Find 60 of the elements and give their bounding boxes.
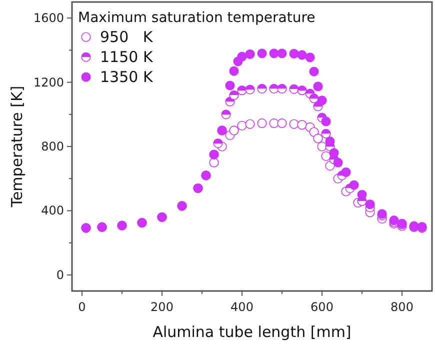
point [277,118,287,128]
point [269,118,279,128]
x-tick-label: 400 [230,300,254,314]
y-tick-label: 0 [56,268,64,282]
point [269,84,279,94]
point [245,119,255,129]
point [305,52,315,62]
y-tick-label: 1600 [33,11,64,26]
point [229,90,239,100]
point [229,126,239,136]
point [333,158,343,168]
y-tick-label: 1200 [33,75,64,90]
point [317,96,327,106]
point [269,48,279,58]
point [289,119,299,129]
point [229,66,239,76]
point [213,138,223,148]
point [321,116,331,126]
point [365,200,375,210]
x-tick-label: 600 [310,300,334,314]
y-tick-label: 800 [41,140,64,154]
point [341,167,351,177]
point [221,110,231,120]
point [289,48,299,58]
y-tick-label: 400 [41,204,64,218]
point [209,158,219,168]
point [317,142,327,152]
point [245,49,255,59]
legend-label: 1150 K [100,48,154,66]
point [245,84,255,94]
point [297,86,307,96]
point [297,50,307,60]
x-tick-label: 800 [390,300,414,314]
point [257,84,267,94]
point [237,120,247,130]
x-axis-title: Alumina tube length [mm] [152,323,352,341]
point [277,48,287,58]
point [357,190,367,200]
point [257,48,267,58]
point [225,80,235,90]
point [321,128,331,138]
point [237,52,247,62]
point [329,148,339,158]
point [309,94,319,104]
point [277,84,287,94]
x-tick-label: 0 [78,300,86,314]
point [313,82,323,92]
point [237,86,247,96]
legend-label: 1350 K [100,68,154,86]
point [313,134,323,144]
legend-title: Maximum saturation temperature [78,10,316,26]
point [321,151,331,161]
point [297,120,307,130]
y-axis-title: Temperature [K] [8,86,26,208]
point [309,66,319,76]
point [289,84,299,94]
point [257,118,267,128]
point [349,180,359,190]
legend-label: 950 K [100,28,154,46]
x-tick-label: 200 [150,300,174,314]
